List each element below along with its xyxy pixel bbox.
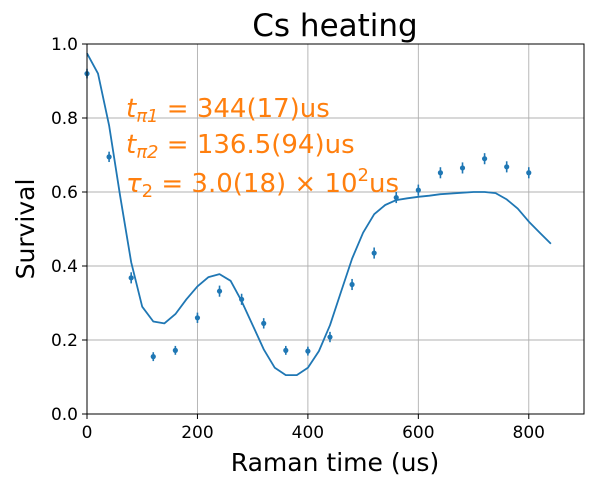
data-point (239, 296, 245, 302)
data-point (504, 164, 510, 170)
data-point (371, 250, 377, 256)
data-point (349, 281, 355, 288)
y-tick-label: 0.0 (51, 405, 78, 425)
x-tick-label: 600 (402, 423, 434, 443)
ticks-layer: 0 200 400 600 800 0.0 0.2 0.4 0.6 0.8 1.0 (51, 35, 545, 443)
x-axis-label: Raman time (us) (231, 448, 439, 477)
annotation-t-pi2: tπ2 = 136.5(94)us (126, 130, 355, 163)
y-tick-label: 0.4 (51, 257, 78, 277)
y-tick-label: 0.8 (51, 109, 78, 129)
x-tick-label: 200 (181, 423, 213, 443)
chart-title: Cs heating (252, 8, 417, 44)
fit-annotation: tπ1 = 344(17)us tπ2 = 136.5(94)us τ2 = 3… (126, 94, 399, 202)
y-tick-label: 0.6 (51, 183, 78, 203)
axes-frame (86, 43, 585, 415)
fit-layer (86, 52, 552, 376)
data-point (305, 348, 311, 354)
x-tick-label: 800 (513, 423, 545, 443)
data-point (437, 170, 444, 176)
annotation-t-pi1: tπ1 = 344(17)us (126, 94, 330, 127)
data-point (106, 154, 112, 160)
data-point (150, 354, 156, 360)
data-point (283, 347, 289, 353)
data-point (393, 194, 399, 201)
y-axis-label: Survival (11, 179, 40, 280)
data-point (482, 156, 488, 162)
data-point (128, 275, 134, 281)
y-tick-label: 0.2 (51, 331, 78, 351)
data-point (172, 347, 178, 353)
x-tick-label: 0 (82, 423, 93, 443)
data-point (194, 315, 201, 321)
data-point (261, 320, 267, 326)
data-point (216, 288, 223, 294)
annotation-tau2: τ2 = 3.0(18) × 102us (126, 165, 399, 202)
data-point (415, 187, 421, 193)
data-point (327, 334, 333, 340)
data-point (526, 170, 532, 176)
y-tick-label: 1.0 (51, 35, 78, 55)
data-point (459, 165, 466, 171)
fit-curve (86, 52, 552, 376)
x-tick-label: 400 (292, 423, 324, 443)
